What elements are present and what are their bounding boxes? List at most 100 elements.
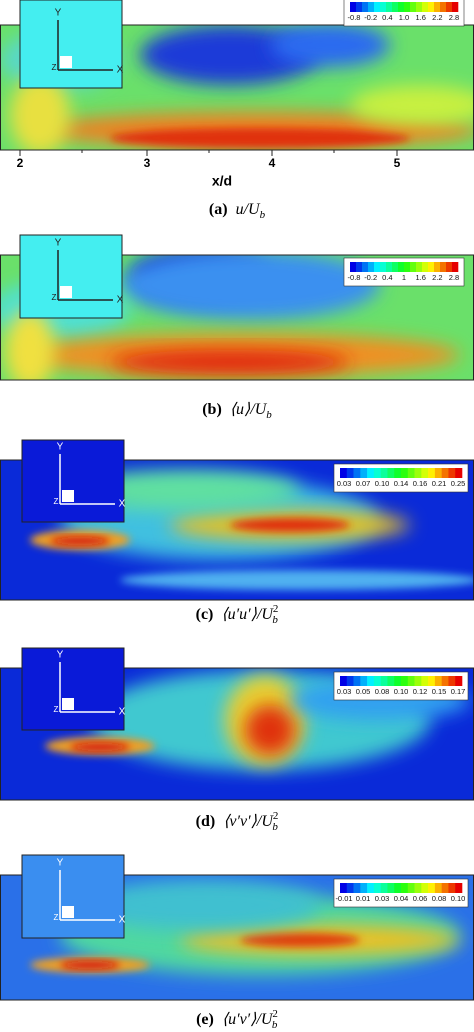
- colorbar-swatch: [380, 883, 388, 893]
- colorbar-swatch: [428, 468, 436, 478]
- colorbar-swatch: [373, 883, 381, 893]
- triad-cube: [62, 490, 74, 502]
- x-tick-label: 3: [144, 156, 151, 170]
- contour-region: [10, 75, 70, 150]
- colorbar-swatch: [340, 676, 348, 686]
- colorbar-swatch: [380, 676, 388, 686]
- colorbar-label: 0.4: [382, 13, 392, 22]
- triad-label: Y: [55, 238, 62, 249]
- colorbar-label: 0.05: [356, 687, 371, 696]
- colorbar-swatch: [440, 2, 447, 12]
- x-tick-label: 4: [269, 156, 276, 170]
- colorbar-swatch: [368, 262, 375, 272]
- triad-label: Z: [52, 293, 57, 302]
- caption: (c) ⟨u′u′⟩/U2 b: [196, 603, 279, 626]
- x-tick-label: 5: [394, 156, 401, 170]
- colorbar-swatch: [392, 2, 399, 12]
- colorbar-label: 0.10: [394, 687, 409, 696]
- colorbar-swatch: [346, 468, 354, 478]
- colorbar-swatch: [441, 676, 449, 686]
- caption-label: (d): [196, 813, 216, 830]
- colorbar-label: 0.06: [413, 894, 428, 903]
- inset-box: [19, 0, 123, 89]
- colorbar-swatch: [455, 468, 463, 478]
- x-axis-label: x/d: [212, 173, 232, 189]
- colorbar-label: 1.6: [415, 13, 425, 22]
- caption-sub: b: [272, 614, 278, 626]
- caption-sup: 2: [273, 603, 279, 615]
- colorbar-swatch: [422, 2, 429, 12]
- colorbar-swatch: [452, 2, 459, 12]
- triad-label: Y: [57, 650, 64, 661]
- colorbar-swatch: [353, 468, 361, 478]
- triad-label: Z: [54, 497, 59, 506]
- colorbar-label: 1: [402, 273, 406, 282]
- colorbar-swatch: [356, 2, 363, 12]
- contour-region: [70, 743, 130, 751]
- colorbar-swatch: [362, 2, 369, 12]
- caption-label: (a): [209, 201, 228, 218]
- colorbar-swatch: [404, 262, 411, 272]
- colorbar-swatch: [422, 262, 429, 272]
- colorbar-label: 2.2: [432, 273, 442, 282]
- colorbar-swatch: [387, 676, 395, 686]
- colorbar-swatch: [368, 2, 375, 12]
- colorbar-swatch: [367, 676, 375, 686]
- contour-region: [80, 880, 320, 930]
- colorbar-label: 0.14: [394, 479, 409, 488]
- colorbar-swatch: [410, 262, 417, 272]
- colorbar-swatch: [340, 468, 348, 478]
- colorbar-swatch: [387, 883, 395, 893]
- colorbar-swatch: [350, 2, 357, 12]
- colorbar-swatch: [367, 468, 375, 478]
- colorbar-swatch: [380, 2, 387, 12]
- triad-label: X: [117, 295, 124, 306]
- caption-sub: b: [266, 409, 272, 421]
- colorbar-swatch: [446, 2, 453, 12]
- colorbar-swatch: [387, 468, 395, 478]
- colorbar-swatch: [360, 883, 368, 893]
- contour-region: [110, 350, 350, 374]
- colorbar-swatch: [455, 676, 463, 686]
- caption-expr: ⟨u⟩/U: [230, 401, 268, 418]
- colorbar-swatch: [448, 468, 456, 478]
- panel: Y X Z 0.03 0.07 0.10 0.14 0.16 0.21 0.25 (c) ⟨u′u′⟩…: [0, 439, 474, 626]
- colorbar-label: 0.07: [356, 479, 371, 488]
- panel: Y X Z -0.01 0.01 0.03 0.04 0.06 0.08 0.10 (e) ⟨u′v′…: [0, 854, 474, 1031]
- colorbar-swatch: [407, 676, 415, 686]
- colorbar-label: 0.08: [432, 894, 447, 903]
- colorbar-label: 1.0: [399, 13, 409, 22]
- panel: Y X Z -0.8 -0.2 0.4 1.0 1.6 2.2 2.8 2 3 4 5 x/d (a) u/Ub: [0, 0, 474, 221]
- colorbar-label: 0.03: [337, 687, 352, 696]
- colorbar-label: 0.25: [451, 479, 466, 488]
- triad-label: X: [117, 65, 124, 76]
- colorbar-label: 2.8: [449, 273, 459, 282]
- colorbar-swatch: [434, 468, 442, 478]
- colorbar-swatch: [401, 883, 409, 893]
- panel: Y X Z -0.8 -0.2 0.4 1 1.6 2.2 2.8 (b) ⟨u⟩/Ub: [0, 234, 474, 421]
- colorbar-swatch: [394, 883, 402, 893]
- contour-region: [120, 255, 380, 320]
- colorbar-label: -0.8: [348, 273, 361, 282]
- contour-region: [60, 961, 120, 969]
- colorbar-label: 0.01: [356, 894, 371, 903]
- colorbar-swatch: [367, 883, 375, 893]
- colorbar-label: 0.03: [375, 894, 390, 903]
- caption-expr: ⟨v′v′⟩/U: [223, 813, 274, 830]
- colorbar-swatch: [380, 262, 387, 272]
- colorbar-swatch: [414, 676, 422, 686]
- colorbar-label: 0.10: [375, 479, 390, 488]
- colorbar-label: 0.16: [413, 479, 428, 488]
- colorbar-swatch: [448, 676, 456, 686]
- colorbar-swatch: [401, 468, 409, 478]
- colorbar-label: 0.04: [394, 894, 409, 903]
- colorbar-swatch: [373, 468, 381, 478]
- colorbar-swatch: [386, 2, 393, 12]
- panel: Y X Z 0.03 0.05 0.08 0.10 0.12 0.15 0.17 (d) ⟨v′v′⟩…: [0, 647, 474, 833]
- colorbar-label: -0.8: [348, 13, 361, 22]
- triad-label: Y: [57, 858, 64, 869]
- colorbar-swatch: [448, 883, 456, 893]
- colorbar-swatch: [394, 676, 402, 686]
- colorbar-label: -0.01: [335, 894, 352, 903]
